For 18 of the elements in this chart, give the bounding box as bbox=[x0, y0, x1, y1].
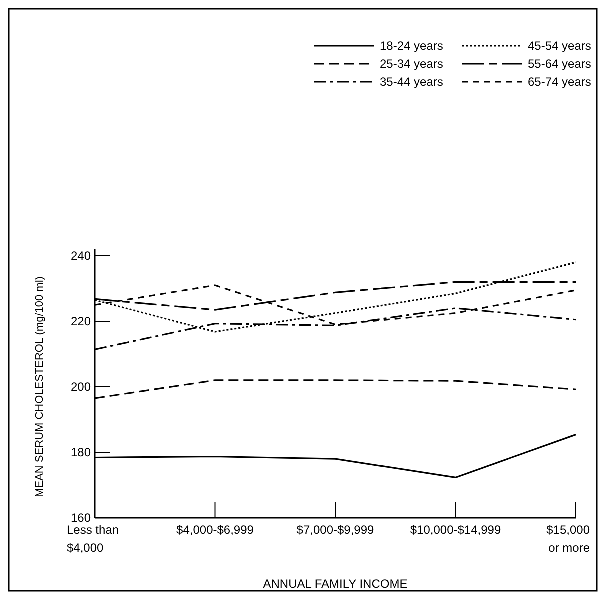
y-axis-title: MEAN SERUM CHOLESTEROL (mg/100 ml) bbox=[34, 276, 46, 498]
legend-label: 55-64 years bbox=[528, 57, 592, 72]
y-tick-label: 180 bbox=[70, 446, 92, 460]
legend-label: 45-54 years bbox=[528, 39, 592, 54]
x-tick-label: $4,000-$6,999 bbox=[176, 523, 254, 537]
x-tick-label: $10,000-$14,999 bbox=[410, 523, 502, 537]
legend-label: 65-74 years bbox=[528, 75, 592, 90]
x-axis-title: ANNUAL FAMILY INCOME bbox=[263, 577, 408, 591]
x-tick-label: Less than $4,000 bbox=[67, 523, 120, 555]
y-tick-label: 240 bbox=[70, 249, 92, 264]
x-tick-label: $7,000-$9,999 bbox=[296, 523, 375, 537]
legend-label: 25-34 years bbox=[380, 57, 444, 72]
y-tick-label: 220 bbox=[70, 314, 92, 329]
legend-label: 18-24 years bbox=[380, 39, 444, 54]
x-tick-label: $15,000 or more bbox=[546, 523, 590, 555]
y-tick-label: 200 bbox=[70, 380, 92, 394]
legend-label: 35-44 years bbox=[380, 75, 444, 90]
y-tick-label: 160 bbox=[70, 511, 92, 526]
